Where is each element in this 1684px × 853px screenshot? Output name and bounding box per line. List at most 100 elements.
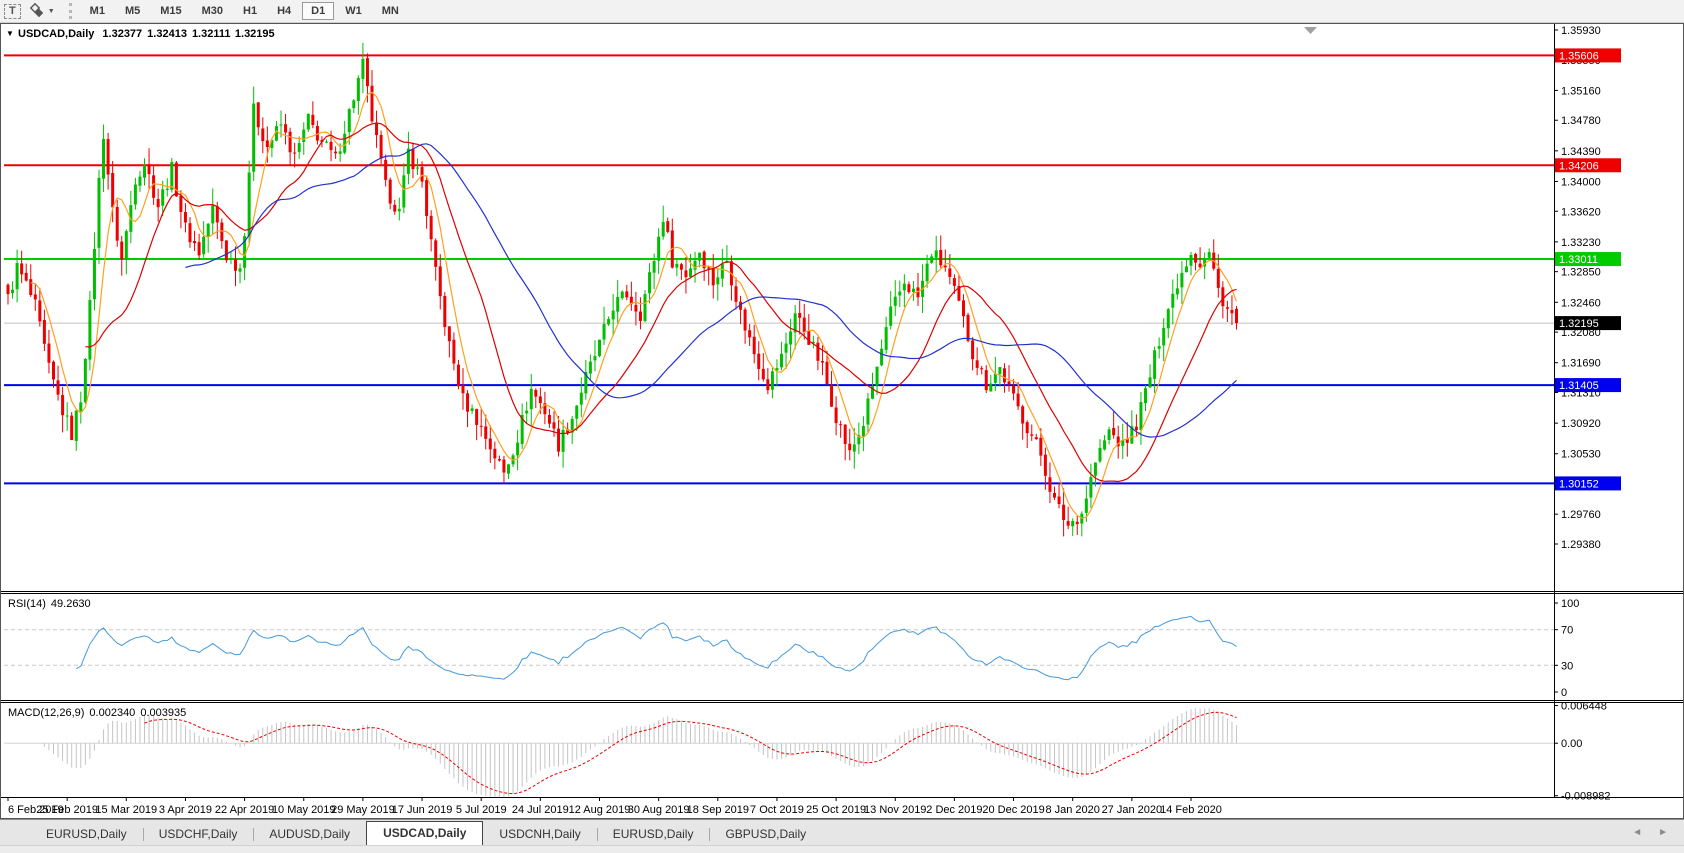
timeframe-button-m5[interactable]: M5 [124,5,141,17]
text-label-tool-button[interactable]: T [0,2,25,21]
timeframe-button-d1[interactable]: D1 [302,2,335,20]
chart-canvas[interactable]: 1.359301.355501.351601.347801.343901.340… [0,23,1684,819]
text-tool-icon: T [4,3,21,19]
svg-text:15 Mar 2019: 15 Mar 2019 [95,804,157,816]
svg-text:3 Apr 2019: 3 Apr 2019 [159,804,212,816]
svg-text:70: 70 [1561,625,1573,637]
macd-signal-line [144,711,1237,795]
svg-text:17 Jun 2019: 17 Jun 2019 [392,804,453,816]
timeframe-button-h1[interactable]: H1 [243,5,258,17]
rsi-value: 49.2630 [51,598,91,610]
top-toolbar: T ▼ M1 M5 M15 M30 H1 H4 D1 W1 MN [0,0,1684,23]
svg-text:30 Aug 2019: 30 Aug 2019 [628,804,690,816]
svg-text:1.33620: 1.33620 [1561,206,1601,218]
svg-text:18 Sep 2019: 18 Sep 2019 [687,804,749,816]
svg-text:20 Dec 2019: 20 Dec 2019 [982,804,1044,816]
macd-signal-value: 0.003935 [140,707,186,719]
price-axis-ticks: 1.359301.355501.351601.347801.343901.340… [1554,25,1601,551]
svg-text:6 Feb 2019: 6 Feb 2019 [8,804,64,816]
rsi-label: RSI(14) [8,598,46,610]
ohlc-high: 1.32413 [147,28,187,40]
svg-text:1.31405: 1.31405 [1559,380,1599,392]
svg-text:8 Jan 2020: 8 Jan 2020 [1045,804,1099,816]
svg-text:1.31690: 1.31690 [1561,358,1601,370]
svg-text:1.32850: 1.32850 [1561,267,1601,279]
chart-window[interactable]: 1.359301.355501.351601.347801.343901.340… [0,23,1684,819]
svg-text:27 Jan 2020: 27 Jan 2020 [1102,804,1163,816]
tab-audusd[interactable]: AUDUSD,Daily [253,824,366,845]
object-style-button[interactable]: ▼ [25,2,59,21]
ohlc-open: 1.32377 [102,28,142,40]
rsi-header: RSI(14) 49.2630 [8,598,91,610]
svg-text:0.006448: 0.006448 [1561,701,1607,713]
tab-usdcnh[interactable]: USDCNH,Daily [499,827,581,841]
svg-text:30: 30 [1561,660,1573,672]
horizontal-lines-layer[interactable] [4,54,1554,485]
svg-text:25 Feb 2019: 25 Feb 2019 [36,804,98,816]
price-label-badges: 1.35606 1.34206 1.33011 1.31405 1.30152 1.321… [1555,48,1621,491]
ohlc-low: 1.32111 [192,28,230,40]
chart-tab-bar: EURUSD,Daily USDCHF,Daily AUDUSD,Daily U… [0,819,1684,845]
macd-axis-ticks: 0.006448 0.00 -0.008982 [1554,701,1611,803]
svg-text:29 May 2019: 29 May 2019 [331,804,395,816]
svg-text:1.29760: 1.29760 [1561,509,1601,521]
diamond-arrows-icon [29,3,43,18]
timeframe-button-m30[interactable]: M30 [201,5,224,17]
timeframe-button-h4[interactable]: H4 [277,5,292,17]
tab-usdchf[interactable]: USDCHF,Daily [142,824,254,845]
svg-text:7 Oct 2019: 7 Oct 2019 [750,804,804,816]
timeframe-button-m1[interactable]: M1 [89,5,105,17]
timeframe-button-m15[interactable]: M15 [160,5,182,17]
chart-shift-marker[interactable] [1304,27,1317,34]
tab-scroll-left-icon[interactable]: ◄ [1632,827,1643,838]
toolbar-grip[interactable] [68,3,72,19]
ma-line-18 [85,122,1237,483]
svg-text:1.32080: 1.32080 [1561,327,1601,339]
tab-eurusd-1[interactable]: EURUSD,Daily [46,827,127,841]
svg-text:0.00: 0.00 [1561,738,1582,750]
chart-collapse-icon[interactable]: ▼ [6,29,14,38]
svg-text:1.33230: 1.33230 [1561,237,1601,249]
svg-text:1.30530: 1.30530 [1561,449,1601,461]
svg-text:1.33011: 1.33011 [1559,254,1598,266]
svg-text:1.34390: 1.34390 [1561,146,1601,158]
svg-text:25 Oct 2019: 25 Oct 2019 [806,804,866,816]
ohlc-close: 1.32195 [235,28,275,40]
ma-line-40 [185,143,1237,438]
svg-text:1.32195: 1.32195 [1559,318,1599,330]
macd-main-value: 0.002340 [89,707,135,719]
chart-title: USDCAD,Daily 1.32377 1.32413 1.32111 1.32195 [18,28,275,40]
macd-label: MACD(12,26,9) [8,707,84,719]
svg-text:1.35606: 1.35606 [1559,50,1599,62]
svg-text:-0.008982: -0.008982 [1561,791,1611,803]
svg-text:2 Dec 2019: 2 Dec 2019 [926,804,982,816]
svg-text:1.34206: 1.34206 [1559,160,1599,172]
tab-eurusd-2[interactable]: EURUSD,Daily [596,824,710,845]
svg-text:0: 0 [1561,687,1567,699]
rsi-line [76,615,1237,681]
svg-text:24 Jul 2019: 24 Jul 2019 [512,804,569,816]
svg-text:14 Feb 2020: 14 Feb 2020 [1160,804,1222,816]
svg-text:12 Aug 2019: 12 Aug 2019 [569,804,631,816]
svg-text:1.34000: 1.34000 [1561,176,1601,188]
tab-gbpusd[interactable]: GBPUSD,Daily [709,824,822,845]
svg-text:1.32460: 1.32460 [1561,297,1601,309]
status-strip [0,845,1684,853]
svg-text:1.30152: 1.30152 [1559,478,1599,490]
tab-scroll-right-icon[interactable]: ► [1658,827,1668,838]
svg-text:100: 100 [1561,598,1579,610]
tab-scroll-arrows: ◄ ► [1632,827,1684,838]
svg-text:10 May 2019: 10 May 2019 [272,804,336,816]
chevron-down-icon: ▼ [47,7,55,15]
tab-usdcad-active[interactable]: USDCAD,Daily [366,821,484,845]
svg-text:1.30920: 1.30920 [1561,418,1601,430]
svg-text:1.34780: 1.34780 [1561,115,1601,127]
macd-header: MACD(12,26,9) 0.002340 0.003935 [8,707,186,719]
macd-histogram [43,708,1237,798]
timeframe-button-w1[interactable]: W1 [345,5,362,17]
svg-text:13 Nov 2019: 13 Nov 2019 [864,804,926,816]
timeframe-button-mn[interactable]: MN [381,5,399,17]
svg-text:1.35930: 1.35930 [1561,25,1601,37]
ma-line-6 [30,91,1238,519]
